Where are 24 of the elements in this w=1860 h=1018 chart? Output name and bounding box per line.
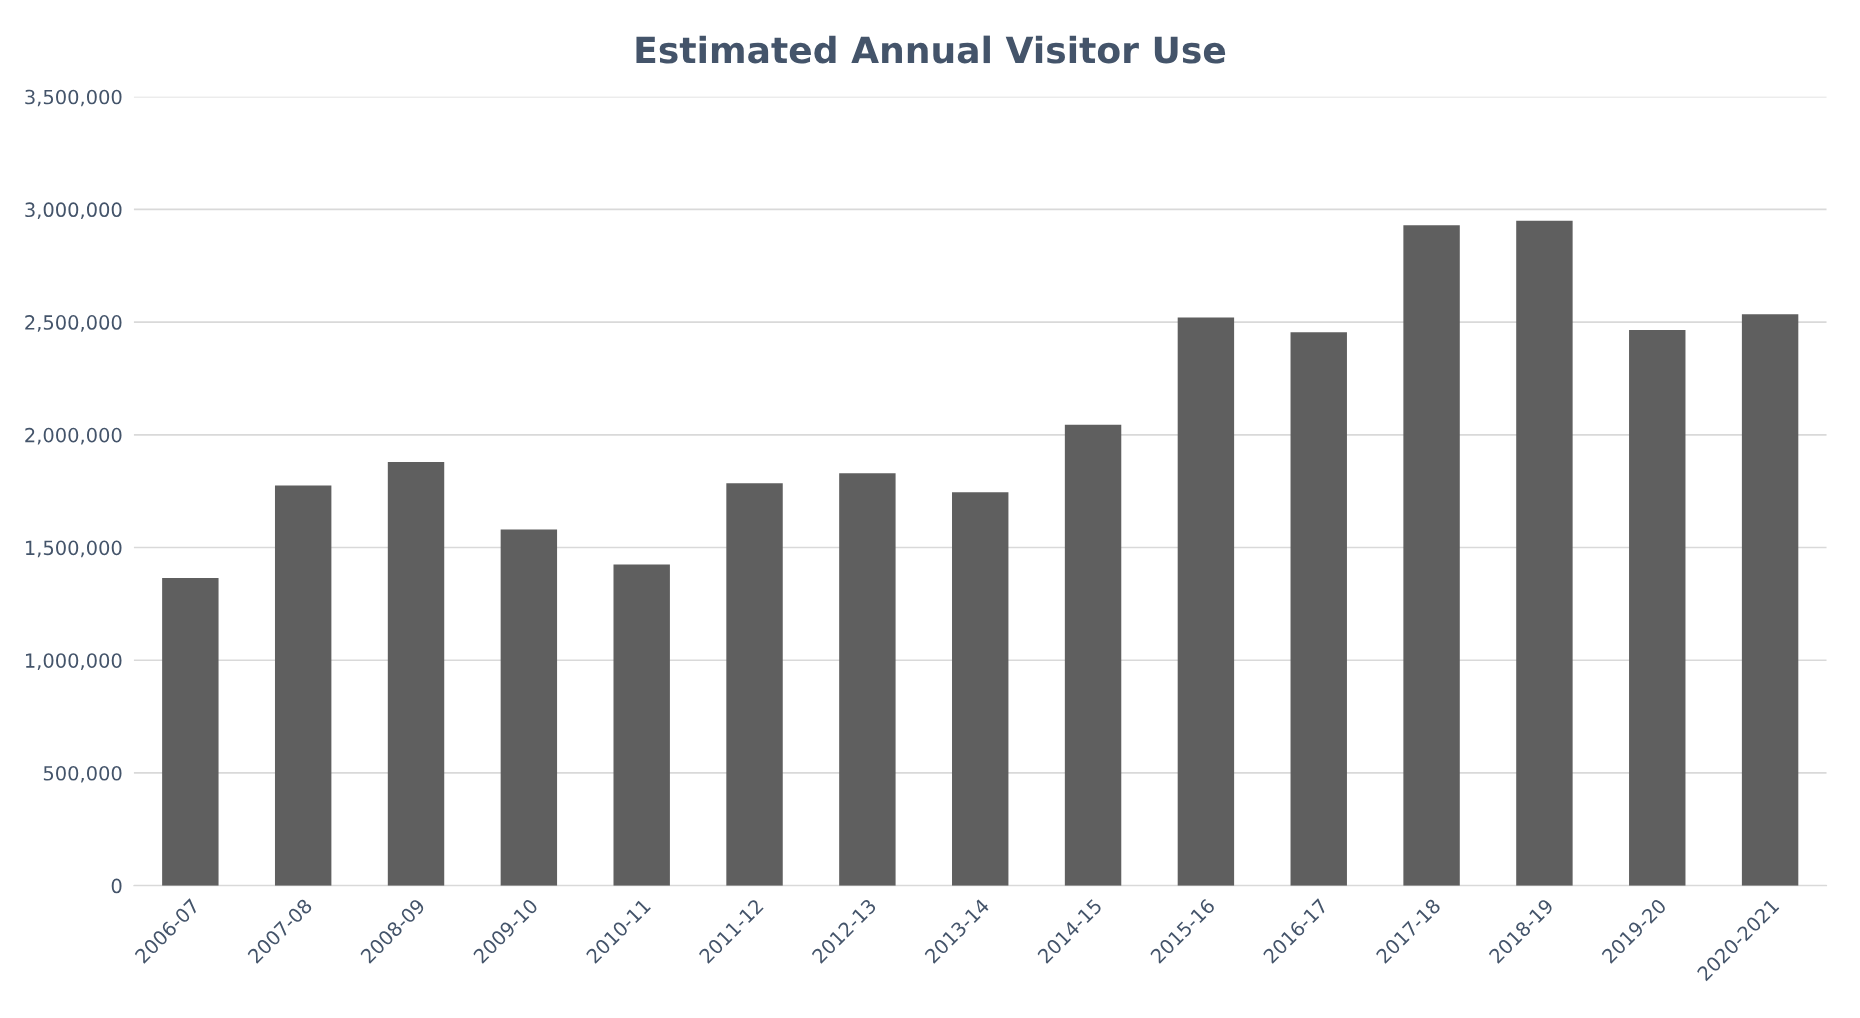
bar: [274, 485, 332, 886]
bar: [1064, 424, 1122, 886]
bar: [952, 492, 1009, 886]
bar: [1629, 330, 1686, 886]
bar: [500, 529, 558, 886]
bar: [1177, 317, 1235, 886]
bar: [162, 577, 219, 886]
bar: [613, 564, 670, 886]
y-tick-label: 2,500,000: [25, 315, 122, 332]
bar: [1741, 314, 1799, 886]
y-tick-label: 1,000,000: [25, 653, 122, 670]
y-tick-label: 0: [111, 878, 122, 894]
bar: [1290, 332, 1347, 886]
bar: [839, 473, 896, 886]
y-tick-label: 3,000,000: [25, 202, 122, 220]
bar: [1516, 220, 1573, 886]
y-tick-label: 3,500,000: [25, 89, 122, 107]
y-tick-label: 2,000,000: [25, 427, 122, 445]
bar: [387, 461, 445, 886]
bar: [726, 483, 783, 886]
chart-title: Estimated Annual Visitor Use: [636, 35, 1226, 64]
bar: [1403, 225, 1460, 886]
y-tick-label: 1,500,000: [25, 540, 122, 558]
y-tick-label: 500,000: [43, 765, 122, 783]
